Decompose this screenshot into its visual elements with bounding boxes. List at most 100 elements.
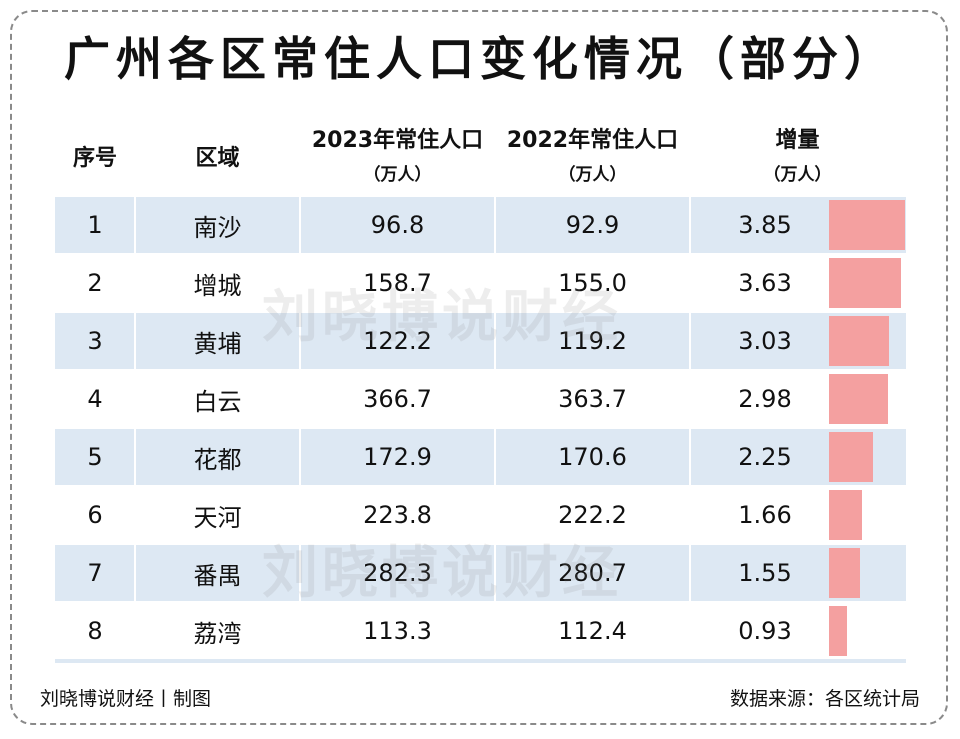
table-row: 4 白云 366.7 363.7 2.98 (55, 371, 906, 427)
column-separator (299, 545, 301, 601)
table-row: 3 黄埔 122.2 119.2 3.03 (55, 313, 906, 369)
header-increase-unit: （万人） (763, 165, 832, 185)
header-pop2023-label: 2023年常住人口 (311, 128, 484, 153)
cell-pop2022: 155.0 (558, 269, 627, 297)
header-pop2022-label: 2022年常住人口 (506, 128, 679, 153)
header-district: 区域 (135, 140, 300, 172)
table-row: 5 花都 172.9 170.6 2.25 (55, 429, 906, 485)
increase-bar (829, 316, 889, 366)
column-separator (689, 429, 691, 485)
cell-district: 增城 (193, 271, 242, 300)
column-separator (299, 487, 301, 543)
cell-index: 7 (87, 559, 103, 587)
table-row: 8 荔湾 113.3 112.4 0.93 (55, 603, 906, 659)
cell-increase: 3.63 (738, 269, 792, 297)
table-row: 7 番禺 282.3 280.7 1.55 (55, 545, 906, 601)
header-increase-label: 增量 (775, 128, 820, 153)
column-separator (689, 487, 691, 543)
column-separator (494, 197, 496, 253)
cell-pop2023: 158.7 (363, 269, 432, 297)
column-separator (299, 371, 301, 427)
cell-increase: 1.66 (738, 501, 792, 529)
column-separator (689, 255, 691, 311)
cell-district: 番禺 (193, 561, 242, 590)
increase-bar (829, 374, 888, 424)
column-separator (689, 545, 691, 601)
cell-increase: 0.93 (738, 617, 792, 645)
cell-index: 6 (87, 501, 103, 529)
column-separator (134, 429, 136, 485)
column-separator (134, 545, 136, 601)
cell-index: 4 (87, 385, 103, 413)
column-separator (494, 313, 496, 369)
cell-index: 2 (87, 269, 103, 297)
cell-pop2022: 170.6 (558, 443, 627, 471)
cell-district: 荔湾 (193, 619, 242, 648)
header-index: 序号 (55, 140, 135, 172)
column-separator (299, 313, 301, 369)
table-row: 2 增城 158.7 155.0 3.63 (55, 255, 906, 311)
column-separator (689, 371, 691, 427)
cell-increase: 3.03 (738, 327, 792, 355)
column-separator (689, 313, 691, 369)
page-title: 广州各区常住人口变化情况（部分） (64, 32, 896, 86)
column-separator (494, 255, 496, 311)
cell-increase: 1.55 (738, 559, 792, 587)
increase-bar (829, 258, 901, 308)
column-separator (494, 603, 496, 659)
header-pop2023: 2023年常住人口 （万人） (300, 122, 495, 185)
cell-index: 5 (87, 443, 103, 471)
cell-pop2023: 96.8 (370, 211, 425, 239)
header-district-label: 区域 (195, 146, 240, 171)
column-separator (689, 197, 691, 253)
increase-bar (829, 548, 860, 598)
cell-pop2023: 113.3 (363, 617, 432, 645)
column-separator (299, 255, 301, 311)
cell-pop2023: 366.7 (363, 385, 432, 413)
column-separator (134, 487, 136, 543)
cell-pop2023: 122.2 (363, 327, 432, 355)
cell-pop2022: 222.2 (558, 501, 627, 529)
cell-pop2022: 280.7 (558, 559, 627, 587)
increase-bar (829, 606, 847, 656)
column-separator (299, 197, 301, 253)
header-increase: 增量 （万人） (740, 122, 855, 185)
column-separator (494, 371, 496, 427)
increase-bar (829, 432, 873, 482)
cell-pop2023: 223.8 (363, 501, 432, 529)
header-pop2022: 2022年常住人口 （万人） (495, 122, 690, 185)
header-pop2023-unit: （万人） (363, 165, 432, 185)
cell-index: 1 (87, 211, 103, 239)
cell-pop2022: 92.9 (565, 211, 620, 239)
cell-increase: 2.25 (738, 443, 792, 471)
cell-increase: 2.98 (738, 385, 792, 413)
cell-district: 花都 (193, 445, 242, 474)
increase-bar (829, 490, 862, 540)
cell-district: 南沙 (193, 213, 242, 242)
column-separator (494, 429, 496, 485)
table-row: 6 天河 223.8 222.2 1.66 (55, 487, 906, 543)
cell-increase: 3.85 (738, 211, 792, 239)
header-pop2022-unit: （万人） (558, 165, 627, 185)
column-separator (494, 545, 496, 601)
cell-pop2022: 112.4 (558, 617, 627, 645)
column-separator (134, 603, 136, 659)
column-separator (134, 197, 136, 253)
card-frame (10, 10, 948, 725)
cell-district: 天河 (193, 503, 242, 532)
cell-district: 白云 (193, 387, 242, 416)
column-separator (299, 603, 301, 659)
column-separator (134, 255, 136, 311)
table-row: 1 南沙 96.8 92.9 3.85 (55, 197, 906, 253)
column-separator (134, 371, 136, 427)
cell-index: 3 (87, 327, 103, 355)
cell-index: 8 (87, 617, 103, 645)
table-bottom-edge (55, 659, 906, 663)
footer-credit: 刘晓博说财经丨制图 (40, 688, 212, 710)
column-separator (299, 429, 301, 485)
cell-pop2023: 172.9 (363, 443, 432, 471)
cell-district: 黄埔 (193, 329, 242, 358)
header-index-label: 序号 (72, 146, 117, 171)
column-separator (494, 487, 496, 543)
